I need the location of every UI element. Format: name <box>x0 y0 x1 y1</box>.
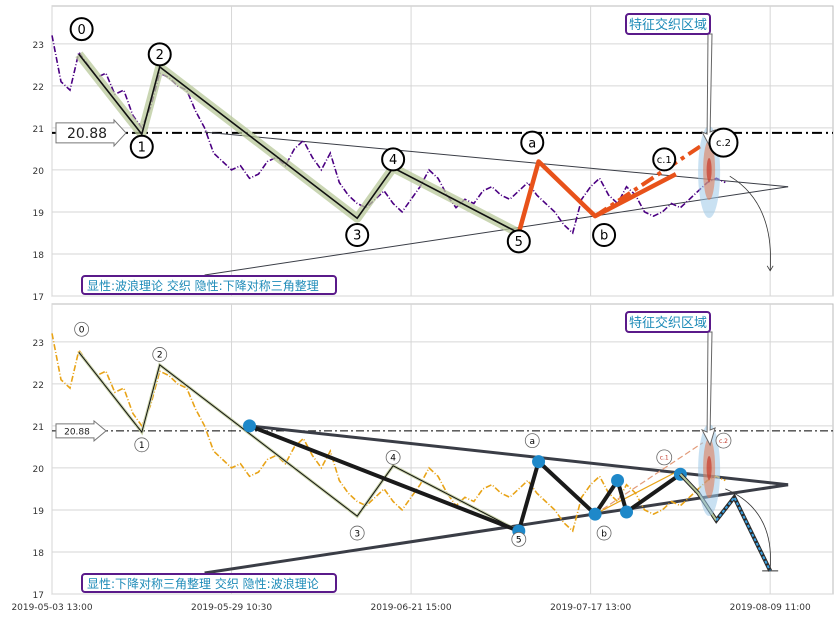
pattern-point <box>588 507 602 521</box>
wave-label-circle <box>147 42 172 67</box>
abc-label: c.2 <box>716 138 731 149</box>
y-tick-label: 18 <box>33 251 45 261</box>
wave-label-circle <box>511 531 527 547</box>
y-tick-label: 23 <box>33 41 44 51</box>
y-tick-label: 17 <box>33 293 44 303</box>
wave-label: 4 <box>389 153 397 168</box>
wave-label: 4 <box>390 454 396 464</box>
wave-label-circle <box>134 437 150 453</box>
abc-label-circle <box>592 223 617 248</box>
caption-box <box>81 275 337 295</box>
abc-label-circle <box>652 147 677 172</box>
wave-label: 0 <box>79 325 85 335</box>
annotation-text: 特征交织区域 <box>629 315 707 331</box>
reference-arrow <box>55 419 107 442</box>
y-tick-label: 19 <box>33 507 45 517</box>
abc-label-circle <box>524 433 540 448</box>
y-tick-label: 19 <box>33 209 45 219</box>
caption-text: 显性:下降对称三角整理 交织 隐性:波浪理论 <box>87 576 319 591</box>
wave-label: 5 <box>516 536 522 546</box>
wave-label-circle <box>74 321 90 337</box>
caption-text: 显性:波浪理论 交织 隐性:下降对称三角整理 <box>87 278 319 293</box>
y-tick-label: 20 <box>33 167 45 177</box>
abc-label-circle <box>520 130 545 155</box>
reference-arrow <box>55 118 127 148</box>
top-panel: 1718192021222320.88特征交织区域012345abc.1c.2显… <box>33 5 834 303</box>
annotation-box <box>625 13 711 35</box>
reference-label: 20.88 <box>64 427 90 437</box>
wave-line <box>78 53 520 234</box>
wave-label-circle <box>506 229 531 254</box>
pattern-point <box>620 505 634 519</box>
abc-label: a <box>530 437 536 447</box>
x-tick-label: 2019-05-29 10:30 <box>191 603 272 613</box>
abc-label-circle <box>708 127 739 158</box>
wave-label-circle <box>69 17 94 42</box>
abc-label: b <box>600 229 608 244</box>
wave-label-circle <box>349 525 365 541</box>
annotation-box <box>625 311 711 333</box>
wave-label-circle <box>381 147 406 172</box>
wave-line <box>78 351 520 532</box>
wave-label-circle <box>129 134 154 159</box>
bottom-panel: 1718192021222320.88特征交织区域012345abc.1c.2显… <box>11 303 834 613</box>
y-tick-label: 21 <box>33 423 44 433</box>
wave-label: 3 <box>354 529 360 539</box>
wave-label-circle <box>345 223 370 248</box>
annotation-arrow <box>701 331 716 447</box>
abc-line <box>516 159 677 234</box>
wave-label: 1 <box>138 140 146 155</box>
feature-zone-center <box>706 456 712 481</box>
wave-label: 1 <box>139 441 145 451</box>
x-tick-label: 2019-08-09 11:00 <box>730 603 811 613</box>
x-tick-label: 2019-07-17 13:00 <box>550 603 631 613</box>
wave-label: 2 <box>157 351 163 361</box>
abc-projection-line <box>594 442 704 515</box>
wave-label: 5 <box>515 235 523 250</box>
price-series-line <box>51 333 726 533</box>
triangle-lower-line <box>204 483 789 575</box>
y-tick-label: 21 <box>33 125 44 135</box>
wave-label: 0 <box>77 23 85 38</box>
feature-zone-center <box>706 158 712 183</box>
y-tick-label: 23 <box>33 339 44 349</box>
curve-arrow <box>729 175 771 271</box>
y-tick-label: 20 <box>33 465 45 475</box>
abc-label-circle <box>656 449 673 466</box>
wave-label-circle <box>385 450 401 465</box>
y-tick-label: 17 <box>33 591 44 601</box>
abc-label: c.2 <box>719 438 728 445</box>
caption-box <box>81 573 337 593</box>
pattern-point <box>242 419 256 433</box>
pattern-point <box>611 474 625 488</box>
triangle-lower-line <box>204 186 789 276</box>
wave-label: 3 <box>353 229 361 244</box>
y-tick-label: 22 <box>33 83 44 93</box>
pattern-point <box>532 455 546 469</box>
curve-arrow-head <box>766 265 774 272</box>
abc-label: c.1 <box>657 155 672 166</box>
x-tick-label: 2019-06-21 15:00 <box>371 603 452 613</box>
y-tick-label: 22 <box>33 381 44 391</box>
wave-label: 2 <box>156 48 164 63</box>
abc-label: a <box>528 136 536 151</box>
curve-arrow <box>725 488 771 569</box>
y-tick-label: 18 <box>33 549 45 559</box>
abc-projection-line <box>594 143 704 218</box>
abc-label-circle <box>596 525 612 541</box>
abc-label: b <box>601 529 607 539</box>
reference-label: 20.88 <box>67 126 107 142</box>
abc-label: c.1 <box>660 455 669 462</box>
x-tick-label: 2019-05-03 13:00 <box>11 603 92 613</box>
abc-label-circle <box>715 432 732 449</box>
wave-label-circle <box>152 347 168 362</box>
annotation-text: 特征交织区域 <box>629 17 707 33</box>
